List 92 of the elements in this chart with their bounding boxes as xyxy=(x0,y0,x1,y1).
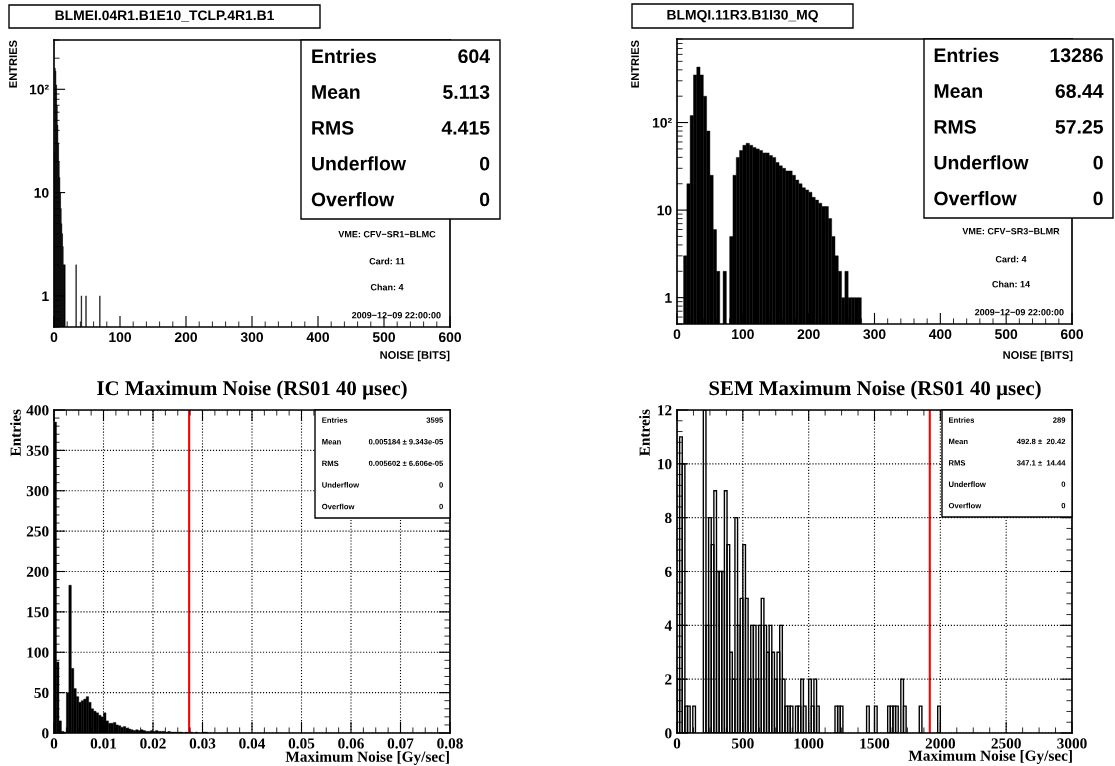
y-tick-label: 10 xyxy=(657,205,672,216)
y-tick-label: 8 xyxy=(665,512,672,524)
chart-title: IC Maximum Noise (RS01 40 µsec) xyxy=(97,380,407,400)
x-tick-label: 0 xyxy=(50,738,58,749)
x-tick-label: 400 xyxy=(928,329,952,340)
y-tick-label: 250 xyxy=(26,526,49,537)
x-tick-label: 0 xyxy=(50,332,58,343)
annotation: VME: CFV−SR3−BLMR xyxy=(962,228,1060,235)
annotation: Underflow xyxy=(934,155,1029,170)
x-axis-title: NOISE [BITS] xyxy=(1003,350,1073,362)
y-tick-label: 12 xyxy=(658,405,672,416)
x-tick-label: 600 xyxy=(1060,329,1084,340)
annotation: Chan: 4 xyxy=(370,283,404,291)
x-tick-label: 2000 xyxy=(925,738,956,749)
annotation: 13286 xyxy=(1050,48,1103,63)
x-tick-label: 200 xyxy=(174,332,198,343)
x-tick-label: 0.03 xyxy=(189,738,216,749)
y-tick-label: 300 xyxy=(26,485,49,497)
text: 0 xyxy=(1093,155,1103,170)
annotation: RMS xyxy=(312,120,354,135)
x-tick-label: 0.05 xyxy=(288,738,315,749)
annotation: Mean xyxy=(312,85,360,99)
y-tick-label: 6 xyxy=(665,566,672,577)
x-tick-label: 300 xyxy=(863,329,886,340)
annotation: VME: CFV−SR1−BLMC xyxy=(338,231,436,238)
x-tick-label: 2500 xyxy=(991,738,1021,749)
y-tick-label: 10 xyxy=(658,458,672,470)
x-tick-label: 0.07 xyxy=(387,738,414,749)
y-tick-label: 100 xyxy=(27,647,49,658)
annotation: Overflow xyxy=(934,191,1017,206)
x-tick-label: 3000 xyxy=(1057,738,1087,749)
y-tick-label: 1 xyxy=(42,291,49,301)
y-tick-label: 150 xyxy=(27,607,49,618)
annotation: 4.415 xyxy=(441,121,490,135)
x-tick-label: 500 xyxy=(995,329,1018,340)
y-tick-label: 2 xyxy=(665,674,672,685)
x-tick-label: 0.04 xyxy=(239,738,266,749)
y-tick-label: 350 xyxy=(26,445,49,456)
y-axis-title: Entreis xyxy=(639,409,650,456)
text: 0 xyxy=(480,156,490,171)
y-tick-label: 4 xyxy=(664,620,672,631)
annotation: Entries xyxy=(934,47,999,63)
annotation: Card: 11 xyxy=(369,257,405,265)
annotation: 5.113 xyxy=(443,85,490,99)
annotation: 57.25 xyxy=(1055,119,1104,134)
chart-title: BLMQI.11R3.B1I30_MQ xyxy=(667,9,818,23)
x-tick-label: 100 xyxy=(732,329,754,340)
x-tick-label: 0 xyxy=(673,329,681,340)
x-axis-title: NOISE [BITS] xyxy=(380,350,450,362)
y-axis-title: Entries xyxy=(10,409,21,457)
x-tick-label: 200 xyxy=(797,329,820,340)
x-axis-title: Maximum Noise [Gy/sec] xyxy=(285,751,449,765)
x-tick-label: 500 xyxy=(372,332,396,343)
y-tick-label: 1 xyxy=(665,293,672,303)
y-tick-label: 10² xyxy=(29,84,49,95)
y-tick-label: 0 xyxy=(42,728,49,739)
x-tick-label: 1500 xyxy=(860,738,890,749)
annotation: Mean xyxy=(934,84,982,98)
x-tick-label: 100 xyxy=(109,332,132,343)
annotation: Overflow xyxy=(311,192,395,207)
annotation: Entries xyxy=(312,48,377,64)
x-tick-label: 0.06 xyxy=(338,738,364,749)
text: 604 xyxy=(458,49,490,64)
x-tick-label: 1000 xyxy=(794,738,824,749)
y-tick-label: 50 xyxy=(34,687,49,699)
x-tick-label: 500 xyxy=(731,738,754,749)
text: 0 xyxy=(480,192,490,207)
x-axis-title: Maximum Noise [Gy/sec] xyxy=(908,750,1072,764)
x-tick-label: 0 xyxy=(673,738,681,749)
annotation: 2009−12−09 22:00:00 xyxy=(974,309,1064,316)
y-tick-label: 400 xyxy=(26,405,49,416)
y-axis-title: ENTRIES xyxy=(9,40,17,88)
x-tick-label: 0.02 xyxy=(140,738,166,749)
y-tick-label: 10 xyxy=(34,187,49,198)
chart-title: SEM Maximum Noise (RS01 40 µsec) xyxy=(709,380,1041,400)
y-tick-label: 10² xyxy=(652,117,672,128)
y-axis-title: ENTRIES xyxy=(631,40,639,88)
x-tick-label: 600 xyxy=(438,332,462,343)
x-tick-label: 0.08 xyxy=(437,738,463,749)
x-tick-label: 400 xyxy=(306,332,330,343)
annotation: RMS xyxy=(934,119,976,134)
x-tick-label: 0.01 xyxy=(90,738,117,749)
chart-title: BLMEI.04R1.B1E10_TCLP.4R1.B1 xyxy=(55,10,274,22)
y-tick-label: 200 xyxy=(26,566,49,577)
annotation: Underflow xyxy=(312,156,407,171)
annotation: Card: 4 xyxy=(995,255,1027,263)
annotation: Chan: 14 xyxy=(992,280,1031,288)
annotation: 2009−12−09 22:00:00 xyxy=(351,312,441,319)
x-tick-label: 300 xyxy=(240,332,264,343)
text: 0 xyxy=(1093,191,1103,206)
y-tick-label: 0 xyxy=(665,728,672,739)
annotation: 68.44 xyxy=(1055,84,1104,98)
